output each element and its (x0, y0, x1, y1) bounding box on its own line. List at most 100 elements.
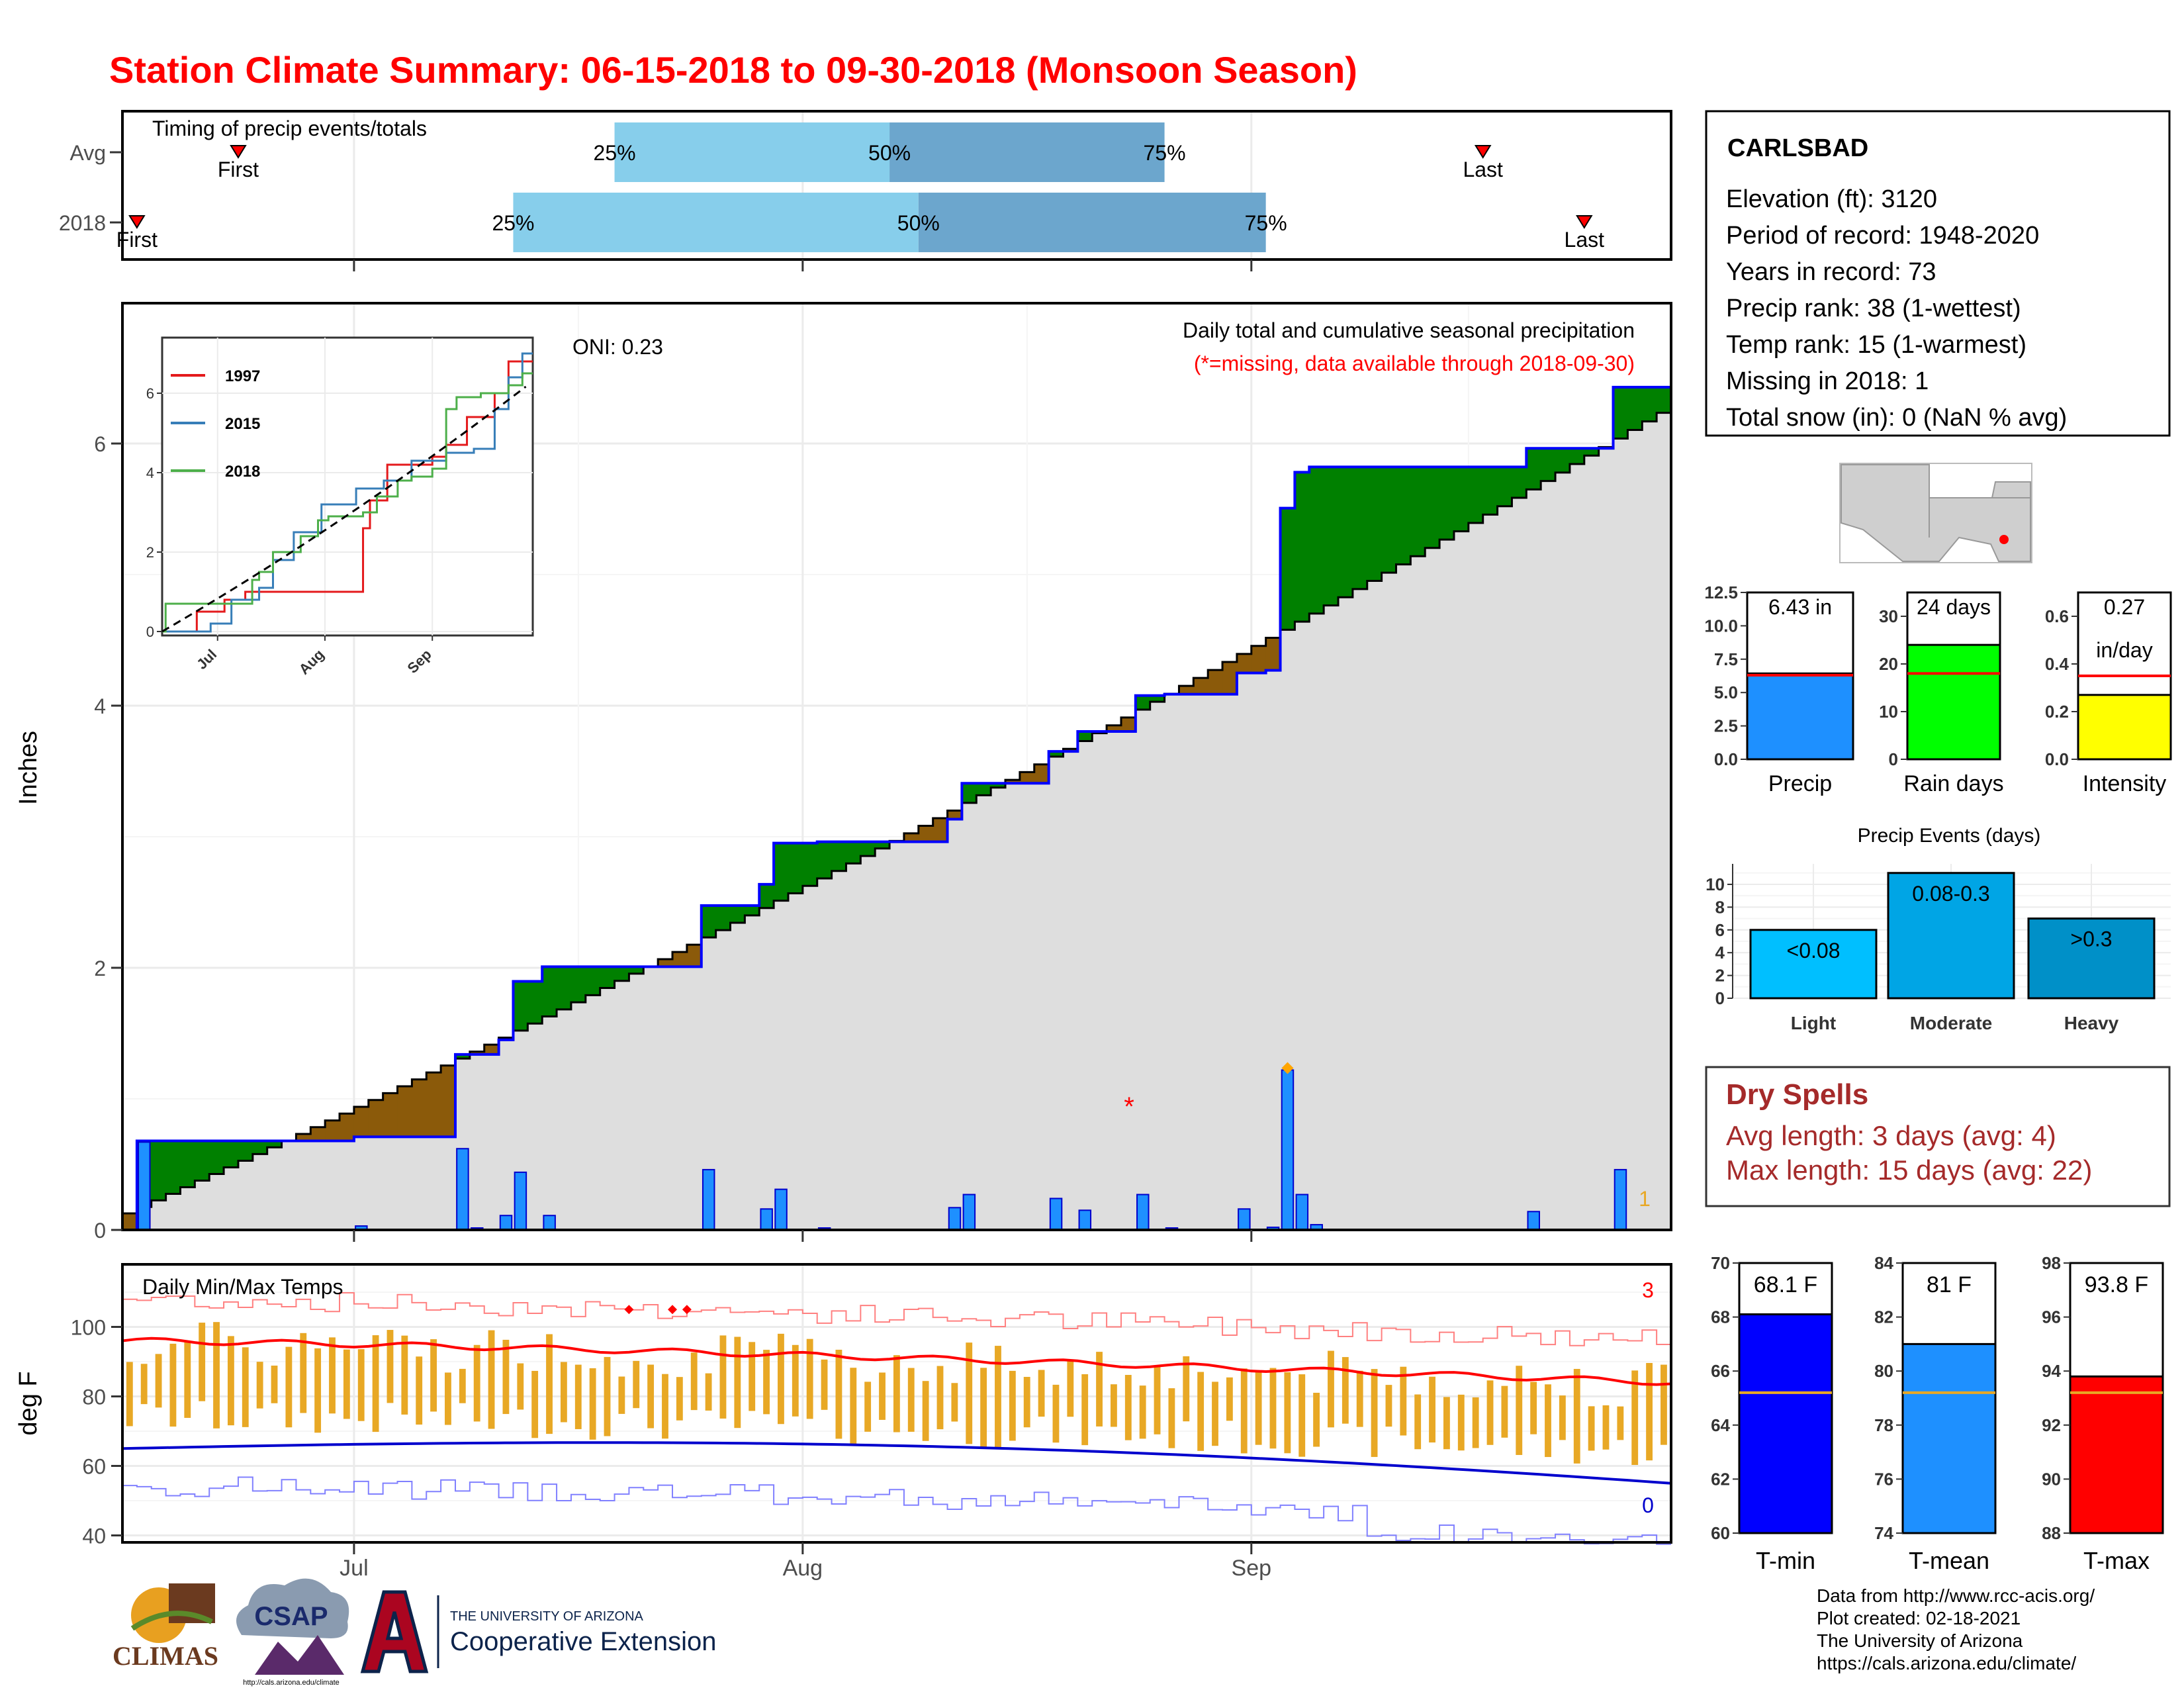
csap-url: http://cals.arizona.edu/climate (243, 1679, 340, 1687)
surplus-segment (1077, 731, 1093, 741)
ua-name: THE UNIVERSITY OF ARIZONA (450, 1609, 644, 1624)
temp-bar-ytick-label: 76 (1874, 1469, 1893, 1489)
temps-panel-frame (121, 1263, 1672, 1544)
timing-p50-label: 50% (897, 211, 940, 235)
surplus-segment (1381, 467, 1396, 573)
temp-bar-ytick-label: 96 (2042, 1307, 2061, 1327)
daily-temp-bar (734, 1336, 741, 1429)
temp-bar-ytick-label: 88 (2042, 1523, 2061, 1543)
month-tick-label: Aug (783, 1556, 823, 1581)
surplus-segment (1150, 695, 1165, 702)
daily-temp-bar (792, 1344, 799, 1417)
summary-bar-ytick-label: 0.6 (2045, 606, 2069, 626)
station-info-line: Years in record: 73 (1726, 258, 1936, 286)
daily-temp-bar (271, 1365, 278, 1403)
daily-precip-bar (1238, 1208, 1251, 1231)
summary-bar-fill (1746, 672, 1854, 761)
summary-bar-ytick-label: 0.0 (1714, 749, 1738, 769)
daily-precip-bar (514, 1171, 527, 1231)
station-name: CARLSBAD (1727, 134, 1868, 162)
summary-bar-ytick-label: 5.0 (1714, 682, 1738, 702)
month-tick-label: Sep (1232, 1556, 1272, 1581)
events-category-label: Light (1791, 1013, 1836, 1033)
summary-bar-name: Intensity (2083, 771, 2167, 796)
daily-temp-bar (907, 1368, 915, 1432)
summary-bar-ytick-label: 10 (1879, 702, 1898, 722)
daily-temp-bar (1371, 1369, 1378, 1457)
daily-precip-bar (1078, 1209, 1092, 1231)
surplus-segment (1338, 467, 1353, 598)
deficit-segment (903, 833, 919, 842)
surplus-segment (542, 966, 557, 1017)
timing-p75-label: 75% (1245, 211, 1287, 235)
avg-cumulative-area (122, 404, 1671, 1230)
timing-last-label: Last (1463, 158, 1503, 181)
daily-temp-bar (1038, 1370, 1045, 1417)
temp-bar-name: T-mean (1909, 1547, 1989, 1574)
surplus-segment (1512, 467, 1527, 498)
surplus-segment (557, 966, 572, 1009)
daily-temp-bar (951, 1383, 958, 1422)
record-min-line (122, 1476, 1671, 1545)
surplus-segment (1324, 467, 1339, 606)
surplus-segment (1439, 467, 1455, 540)
daily-temp-bar (662, 1374, 668, 1439)
deficit-segment (469, 1051, 485, 1055)
avg-min-line (122, 1441, 1672, 1485)
surplus-segment (600, 966, 615, 988)
station-info-line: Temp rank: 15 (1-warmest) (1726, 331, 2026, 359)
deficit-segment (441, 1065, 456, 1137)
surplus-segment (802, 843, 818, 886)
inset-ytick-label: 4 (146, 465, 154, 481)
daily-temp-bar (1328, 1350, 1334, 1428)
surplus-segment (1295, 472, 1310, 622)
daily-temp-bar (343, 1349, 350, 1419)
university-of-arizona-logo: THE UNIVERSITY OF ARIZONA Cooperative Ex… (360, 1590, 716, 1673)
temp-bar-ytick-label: 98 (2042, 1253, 2061, 1273)
daily-precip-bar (962, 1194, 976, 1231)
temp-bar-ytick-label: 80 (1874, 1361, 1893, 1381)
surplus-segment (831, 841, 846, 871)
daily-temp-bar (1009, 1370, 1016, 1441)
precip-panel-frame (121, 302, 1672, 1231)
deficit-segment (325, 1120, 340, 1141)
timing-p25-label: 25% (492, 211, 534, 235)
precip-ytick-label: 4 (94, 694, 106, 718)
daily-temp-bar (806, 1338, 813, 1419)
daily-temp-bar (1197, 1372, 1205, 1451)
surplus-segment (513, 981, 528, 1031)
daily-temp-bar (850, 1368, 857, 1444)
ua-block-a-icon (360, 1590, 429, 1673)
daily-temp-bar (864, 1382, 872, 1432)
temp-bar-ytick-label: 60 (1711, 1523, 1730, 1543)
daily-temp-bar (1096, 1352, 1103, 1427)
daily-temp-bar (1081, 1374, 1089, 1446)
daily-temp-bar (213, 1322, 220, 1429)
deficit-segment (310, 1127, 326, 1141)
daily-temp-bar (1559, 1395, 1566, 1440)
daily-temp-bar (488, 1330, 495, 1429)
daily-temp-bar (1183, 1356, 1190, 1422)
events-bar-label: <0.08 (1787, 939, 1841, 962)
precip-ytick-label: 6 (94, 432, 106, 456)
daily-precip-bar (543, 1215, 556, 1231)
timing-panel: Timing of precip events/totals Avg 25% 50%… (59, 110, 1672, 271)
daily-temp-bar (1588, 1406, 1595, 1451)
surplus-segment (614, 966, 629, 981)
temp-bar-fill (1738, 1313, 1833, 1534)
deficit-segment (1179, 686, 1194, 694)
deficit-segment (383, 1093, 398, 1137)
daily-temp-bar (1385, 1385, 1392, 1427)
surplus-segment (759, 884, 774, 908)
surplus-segment (701, 906, 717, 938)
daily-precip-bar (499, 1215, 513, 1231)
surplus-segment (527, 981, 543, 1024)
surplus-segment (1627, 387, 1643, 430)
deficit-segment (918, 825, 934, 842)
events-category-label: Heavy (2064, 1013, 2119, 1033)
station-info-line: Elevation (ft): 3120 (1726, 185, 1937, 213)
deficit-segment (1208, 670, 1223, 694)
daily-temp-bar (647, 1364, 655, 1429)
deficit-segment (353, 1107, 369, 1137)
